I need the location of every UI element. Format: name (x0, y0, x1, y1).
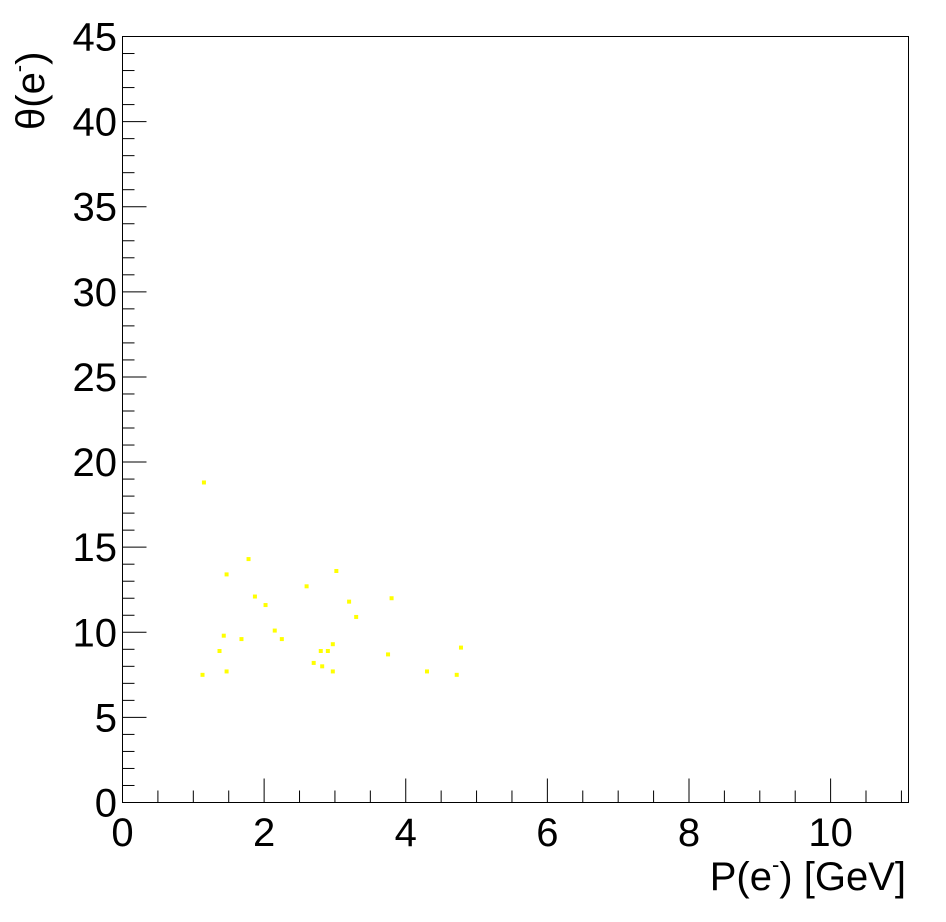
y-tick-label: 40 (73, 101, 118, 145)
data-point (320, 664, 325, 669)
y-tick-label: 10 (73, 611, 118, 655)
data-point (279, 637, 284, 642)
y-tick-label: 35 (73, 186, 118, 230)
data-point (224, 669, 229, 674)
data-point (239, 637, 244, 642)
data-point (263, 603, 268, 608)
y-tick-label: 5 (95, 696, 117, 740)
x-ticks (122, 778, 902, 803)
data-point (272, 628, 277, 633)
x-tick-label: 10 (808, 811, 853, 855)
data-point (200, 672, 205, 677)
y-axis-title: θ(e-) (6, 52, 53, 130)
data-point (334, 568, 339, 573)
x-axis-title: P(e-) [GeV] (710, 852, 906, 899)
x-tick-label: 8 (678, 811, 700, 855)
y-ticks (122, 36, 147, 803)
data-point (454, 672, 459, 677)
y-tick-labels: 0 5 10 15 20 25 30 35 40 45 (73, 16, 118, 826)
data-point (330, 669, 335, 674)
plot-frame (122, 36, 909, 803)
data-point (221, 633, 226, 638)
data-point (424, 669, 429, 674)
data-point (304, 584, 309, 589)
y-tick-label: 30 (73, 271, 118, 315)
x-tick-labels: 0 2 4 6 8 10 (111, 811, 852, 855)
data-point (311, 660, 316, 665)
data-point (386, 652, 391, 657)
data-point (389, 596, 394, 601)
data-point (252, 594, 257, 599)
data-point (224, 572, 229, 577)
data-point (354, 614, 359, 619)
data-point (330, 642, 335, 647)
x-tick-label: 4 (395, 811, 417, 855)
x-tick-label: 0 (111, 811, 133, 855)
data-points (200, 480, 463, 677)
data-point (217, 649, 222, 654)
x-tick-label: 6 (536, 811, 558, 855)
data-point (347, 599, 352, 604)
data-point (201, 480, 206, 485)
y-tick-label: 20 (73, 441, 118, 485)
data-point (246, 557, 251, 562)
data-point (458, 645, 463, 650)
x-tick-label: 2 (253, 811, 275, 855)
y-tick-label: 25 (73, 356, 118, 400)
data-point (318, 649, 323, 654)
y-tick-label: 15 (73, 526, 118, 570)
y-tick-label: 0 (95, 782, 117, 826)
y-tick-label: 45 (73, 16, 118, 60)
data-point (325, 649, 330, 654)
